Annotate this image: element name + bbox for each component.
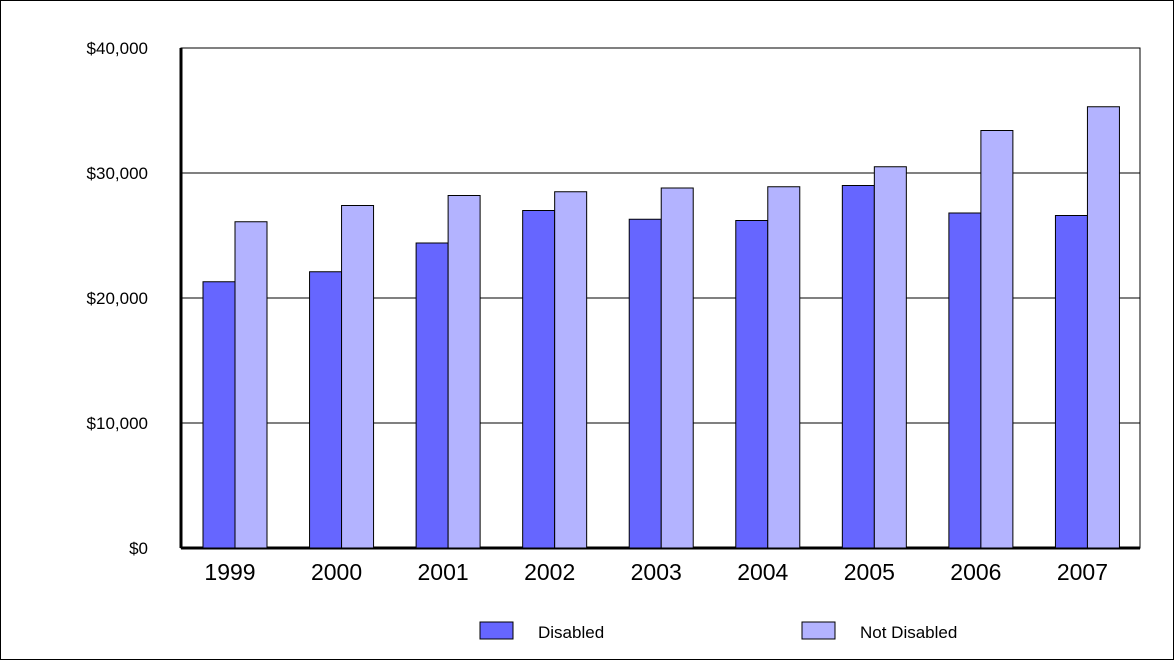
legend-swatch-not-disabled	[801, 621, 836, 640]
bar-disabled-2002	[522, 210, 556, 549]
bar-not-disabled-2007	[1086, 106, 1120, 549]
y-tick-label: $20,000	[87, 289, 148, 308]
bar-not-disabled-2000	[341, 205, 375, 549]
bar-not-disabled-1999	[234, 221, 268, 549]
y-tick-label: $10,000	[87, 414, 148, 433]
x-tick-label: 2007	[1057, 559, 1108, 585]
bar-not-disabled-2003	[660, 187, 694, 549]
bar-disabled-2001	[415, 242, 449, 549]
bar-disabled-2007	[1054, 215, 1088, 549]
legend-label-not-disabled: Not Disabled	[860, 623, 957, 642]
bar-disabled-2004	[735, 220, 769, 549]
legend-label-disabled: Disabled	[538, 623, 604, 642]
x-tick-label: 2006	[950, 559, 1001, 585]
x-tick-label: 2002	[524, 559, 575, 585]
x-tick-label: 2004	[737, 559, 788, 585]
y-tick-label: $0	[129, 539, 148, 558]
bar-disabled-2003	[628, 218, 662, 549]
bar-not-disabled-2006	[980, 130, 1014, 549]
bar-disabled-2006	[948, 212, 982, 549]
bar-disabled-1999	[202, 281, 236, 549]
bar-disabled-2000	[309, 271, 343, 549]
x-tick-label: 2001	[418, 559, 469, 585]
legend-swatch-disabled	[479, 621, 514, 640]
bar-not-disabled-2005	[873, 166, 907, 549]
x-tick-label: 2003	[631, 559, 682, 585]
bar-disabled-2005	[841, 185, 875, 549]
bar-not-disabled-2002	[554, 191, 588, 549]
x-tick-label: 1999	[204, 559, 255, 585]
bar-not-disabled-2001	[447, 195, 481, 549]
y-tick-label: $30,000	[87, 164, 148, 183]
y-tick-label: $40,000	[87, 39, 148, 58]
x-tick-label: 2000	[311, 559, 362, 585]
x-tick-label: 2005	[844, 559, 895, 585]
bar-not-disabled-2004	[767, 186, 801, 549]
